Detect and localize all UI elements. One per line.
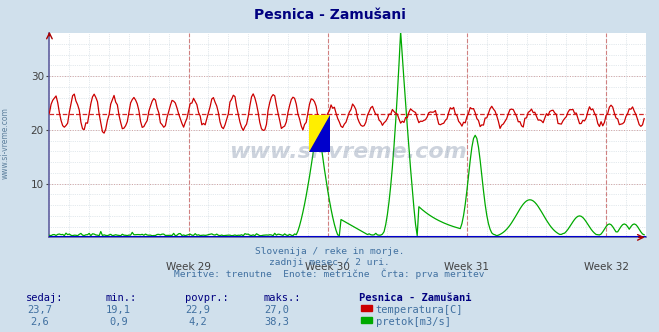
Text: Meritve: trenutne  Enote: metrične  Črta: prva meritev: Meritve: trenutne Enote: metrične Črta: …: [174, 269, 485, 279]
Text: temperatura[C]: temperatura[C]: [376, 305, 463, 315]
Text: pretok[m3/s]: pretok[m3/s]: [376, 317, 451, 327]
Text: Week 32: Week 32: [584, 262, 629, 272]
Text: 38,3: 38,3: [264, 317, 289, 327]
Text: 4,2: 4,2: [188, 317, 207, 327]
Text: Week 30: Week 30: [305, 262, 350, 272]
Text: Slovenija / reke in morje.: Slovenija / reke in morje.: [255, 247, 404, 256]
Text: min.:: min.:: [105, 293, 136, 303]
Polygon shape: [309, 115, 330, 152]
Text: 23,7: 23,7: [27, 305, 52, 315]
Text: www.si-vreme.com: www.si-vreme.com: [1, 107, 10, 179]
Text: zadnji mesec / 2 uri.: zadnji mesec / 2 uri.: [269, 258, 390, 267]
Text: Pesnica - Zamušani: Pesnica - Zamušani: [359, 293, 472, 303]
Text: Week 31: Week 31: [444, 262, 490, 272]
Text: maks.:: maks.:: [264, 293, 301, 303]
Text: Pesnica - Zamušani: Pesnica - Zamušani: [254, 8, 405, 22]
Text: 22,9: 22,9: [185, 305, 210, 315]
Text: sedaj:: sedaj:: [26, 293, 64, 303]
Polygon shape: [309, 115, 330, 152]
Text: 27,0: 27,0: [264, 305, 289, 315]
Text: 2,6: 2,6: [30, 317, 49, 327]
Text: Week 29: Week 29: [166, 262, 211, 272]
Text: www.si-vreme.com: www.si-vreme.com: [229, 142, 467, 162]
Text: 19,1: 19,1: [106, 305, 131, 315]
Text: povpr.:: povpr.:: [185, 293, 228, 303]
Text: 0,9: 0,9: [109, 317, 128, 327]
